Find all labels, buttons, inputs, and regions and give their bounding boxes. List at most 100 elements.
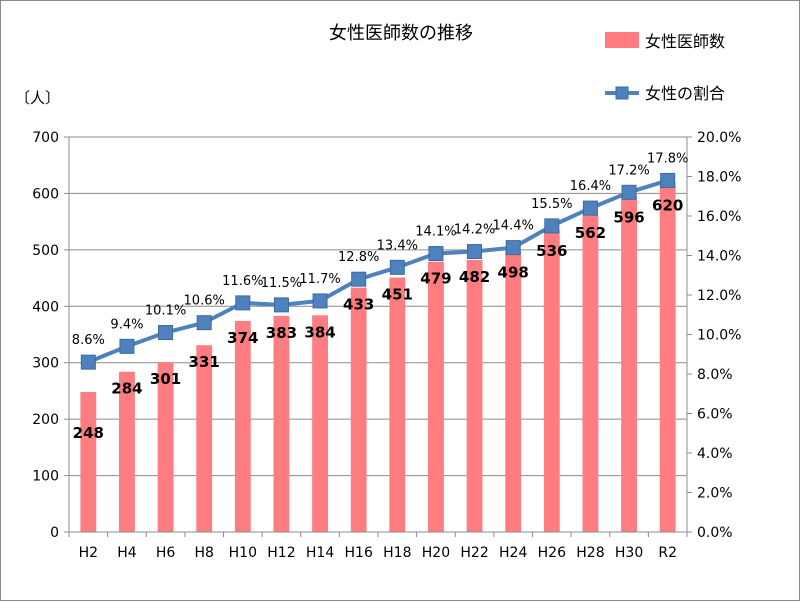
x-tick-label: H4 xyxy=(117,545,137,561)
label-layer: 8.6% 9.4%10.1%10.6% 11.6%11.5%11.7% 12.8%13… xyxy=(72,151,689,442)
ratio-data-label: 10.1% xyxy=(145,304,186,319)
bar xyxy=(466,260,483,532)
bar-data-label: 479 xyxy=(420,270,451,288)
x-tick-label: H12 xyxy=(267,545,295,561)
bar-data-label: 384 xyxy=(304,323,335,341)
bar xyxy=(350,287,367,532)
x-tick-label: H2 xyxy=(79,545,98,561)
bar xyxy=(273,315,290,532)
bar-data-label: 248 xyxy=(73,424,104,442)
y2-tick-label: 0.0% xyxy=(697,525,733,541)
ratio-marker xyxy=(312,293,328,309)
ratio-marker xyxy=(389,259,405,275)
y-tick-label: 100 xyxy=(32,469,59,485)
y-tick-label: 300 xyxy=(32,356,59,372)
y-tick-label: 400 xyxy=(32,299,59,315)
ratio-marker xyxy=(351,271,367,287)
y2-tick-label: 6.0% xyxy=(697,407,733,423)
y2-tick-label: 4.0% xyxy=(697,446,733,462)
ratio-data-label: 17.8% xyxy=(647,151,688,166)
ratio-data-label: 10.6% xyxy=(184,294,225,309)
bar xyxy=(196,345,213,532)
legend-line-label: 女性の割合 xyxy=(645,84,725,103)
x-tick-label: H16 xyxy=(345,545,373,561)
bar xyxy=(621,195,637,532)
ratio-line xyxy=(87,178,669,365)
y-axis-unit-label: 〔人〕 xyxy=(15,89,60,107)
bar-data-label: 451 xyxy=(382,286,413,304)
bar-data-label: 374 xyxy=(227,329,258,347)
ratio-marker xyxy=(428,246,444,262)
bar xyxy=(157,362,174,532)
bar-data-label: 383 xyxy=(266,324,297,342)
y2-tick-label: 14.0% xyxy=(697,249,741,265)
ratio-marker xyxy=(582,200,598,216)
x-tick-label: R2 xyxy=(658,545,677,561)
x-tick-label: H6 xyxy=(156,545,176,561)
bar-data-label: 284 xyxy=(111,380,142,398)
x-tick-label: H18 xyxy=(383,545,411,561)
ratio-marker xyxy=(196,315,212,331)
ratio-marker xyxy=(80,354,96,370)
bar-data-label: 498 xyxy=(498,264,529,282)
y-tick-label: 700 xyxy=(32,130,59,146)
x-tick-label: H8 xyxy=(194,545,213,561)
y-tick-label: 600 xyxy=(32,186,59,202)
bar xyxy=(312,315,328,532)
bar-data-label: 620 xyxy=(652,196,683,214)
y2-tick-label: 8.0% xyxy=(697,367,733,383)
bar xyxy=(543,229,560,533)
bar xyxy=(659,182,676,532)
x-tick-label: H10 xyxy=(229,545,257,561)
chart-title: 女性医師数の推移 xyxy=(329,23,473,44)
ratio-marker xyxy=(273,297,289,313)
ratio-data-label: 12.8% xyxy=(338,250,379,265)
y2-tick-label: 18.0% xyxy=(697,170,741,186)
axis-layer: 0 100 200 300 400 500 600 700 0.0% 2.0% 4.0% 6.0% 8.… xyxy=(32,130,741,561)
bar-data-label: 331 xyxy=(189,353,220,371)
x-tick-label: H26 xyxy=(538,545,566,561)
y2-tick-label: 10.0% xyxy=(697,328,741,344)
y-tick-label: 200 xyxy=(32,412,59,428)
x-tick-label: H30 xyxy=(615,545,643,561)
ratio-data-label: 11.5% xyxy=(261,276,302,291)
bar-data-label: 536 xyxy=(536,242,567,260)
bar-data-label: 596 xyxy=(613,208,644,226)
bar xyxy=(119,371,135,532)
y2-tick-label: 16.0% xyxy=(697,209,741,225)
bar xyxy=(80,392,97,532)
bar-data-label: 433 xyxy=(343,296,374,314)
ratio-data-label: 11.7% xyxy=(299,272,340,287)
ratio-data-label: 14.1% xyxy=(415,225,456,240)
line-layer xyxy=(80,172,676,370)
x-tick-label: H14 xyxy=(306,545,334,561)
ratio-marker xyxy=(660,172,676,188)
x-tick-label: H28 xyxy=(576,545,604,561)
ratio-data-label: 11.6% xyxy=(222,274,263,289)
legend-bar-swatch xyxy=(605,32,639,48)
ratio-marker xyxy=(467,244,483,260)
bar xyxy=(505,250,522,532)
y2-tick-label: 2.0% xyxy=(697,486,733,502)
y-tick-label: 500 xyxy=(32,243,59,259)
x-tick-label: H22 xyxy=(460,545,488,561)
ratio-data-label: 17.2% xyxy=(608,163,649,178)
ratio-marker xyxy=(235,295,251,311)
legend-line-marker xyxy=(615,86,629,100)
ratio-data-label: 15.5% xyxy=(531,197,572,212)
bar-layer xyxy=(80,182,676,533)
ratio-data-label: 8.6% xyxy=(72,333,105,348)
x-tick-label: H24 xyxy=(499,545,527,561)
bar-data-label: 301 xyxy=(150,370,181,388)
ratio-data-label: 16.4% xyxy=(570,179,611,194)
y2-tick-label: 12.0% xyxy=(697,288,741,304)
ratio-marker xyxy=(158,325,174,341)
y-tick-label: 0 xyxy=(50,525,59,541)
bar xyxy=(389,277,406,532)
ratio-marker xyxy=(544,218,560,234)
ratio-data-label: 14.4% xyxy=(493,219,534,234)
legend: 女性医師数 女性の割合 xyxy=(605,32,725,103)
ratio-marker xyxy=(505,240,521,256)
ratio-data-label: 13.4% xyxy=(377,238,418,253)
